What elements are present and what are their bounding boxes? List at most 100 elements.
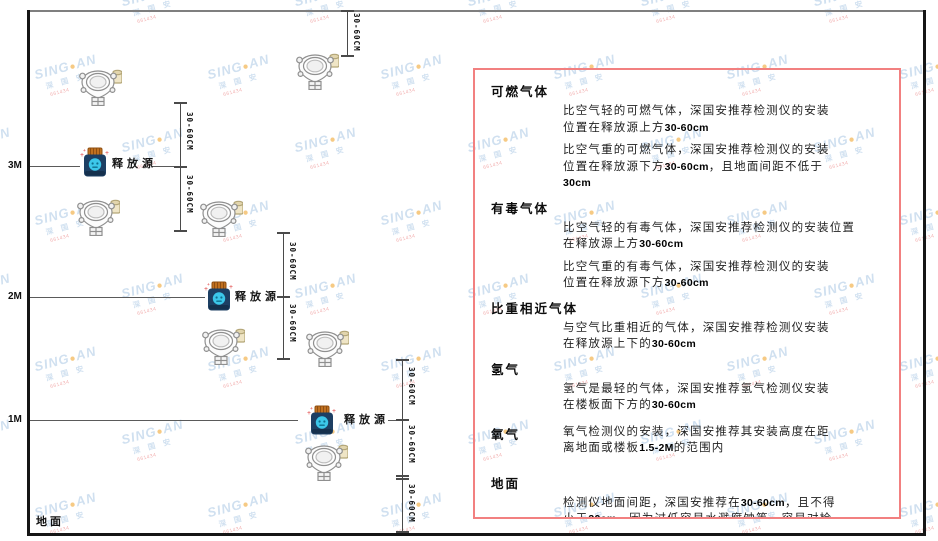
height-label-1m: 1M <box>8 414 22 425</box>
release-source-icon: + + + + <box>307 405 337 437</box>
section-heading: 有毒气体 <box>491 201 550 216</box>
dimension-2m-group: 30-60CM 30-60CM <box>277 232 297 360</box>
dimension-text: 30-60CM <box>185 175 194 214</box>
text-line: 比空气重的有毒气体，深国安推荐检测仪的安装 <box>563 260 830 273</box>
section-heading: 氧气 <box>491 427 521 442</box>
gas-detector-icon <box>303 329 349 367</box>
svg-text:+: + <box>307 409 311 417</box>
text-line: 位置在释放源下方30-60cm，且地面间距不低于 <box>563 160 824 173</box>
connector-line <box>388 420 402 421</box>
ceiling-line <box>27 10 926 12</box>
text-line: 检测仪地面间距，深国安推荐在30-60cm，且不得 <box>563 496 836 509</box>
dimension-3m-group: 30-60CM 30-60CM <box>174 102 194 232</box>
release-source-label: 释放源 <box>112 158 157 170</box>
dimension-text: 30-60CM <box>407 425 416 464</box>
svg-text:+: + <box>80 151 84 159</box>
section-paragraph: 与空气比重相近的气体，深国安推荐检测仪安装 在释放源上下的30-60cm <box>563 320 887 353</box>
installation-guide-panel: 可燃气体 比空气轻的可燃气体，深国安推荐检测仪的安装 位置在释放源上方30-60cm… <box>473 68 901 519</box>
release-source-icon: + + + + <box>204 281 234 313</box>
dimension-text: 30-60CM <box>288 242 297 281</box>
connector-line <box>152 166 180 167</box>
gas-detector-icon <box>302 443 348 481</box>
panel-section: 氧气 氧气检测仪的安装，深国安推荐其安装高度在距 离地面或楼板1.5-2M的范围内 <box>491 424 887 457</box>
right-wall-line <box>923 10 926 536</box>
panel-section: 比重相近气体与空气比重相近的气体，深国安推荐检测仪安装 在释放源上下的30-60c… <box>491 298 887 353</box>
svg-text:+: + <box>310 407 313 412</box>
text-line: 位置在释放源下方30-60cm <box>563 277 709 289</box>
svg-text:+: + <box>105 149 109 157</box>
section-paragraph: 比空气轻的可燃气体，深国安推荐检测仪的安装 位置在释放源上方30-60cm <box>563 103 887 136</box>
text-line: 在释放源上方30-60cm <box>563 238 684 250</box>
svg-text:+: + <box>204 285 208 293</box>
gas-detector-icon <box>293 52 339 90</box>
gas-detector-icon <box>76 68 122 106</box>
text-line: 比空气轻的有毒气体，深国安推荐检测仪的安装位置 <box>563 221 856 234</box>
text-line: 比空气轻的可燃气体，深国安推荐检测仪的安装 <box>563 105 830 117</box>
text-line: 氢气是最轻的气体，深国安推荐氢气检测仪安装 <box>563 382 830 395</box>
height-line-2m <box>30 297 205 298</box>
text-line: 比空气重的可燃气体，深国安推荐检测仪的安装 <box>563 144 830 156</box>
height-label-2m: 2M <box>8 291 22 302</box>
left-wall-line <box>27 10 30 536</box>
section-paragraph: 氢气是最轻的气体，深国安推荐氢气检测仪安装 在楼板面下方的30-60cm <box>563 381 887 414</box>
dimension-text: 30-60CM <box>352 13 361 52</box>
text-line: 小于30cm，因为过低容易水溅腐蚀等，容易对检 <box>563 513 833 519</box>
svg-text:+: + <box>207 283 210 288</box>
dimension-text: 30-60CM <box>288 304 297 343</box>
gas-detector-icon <box>74 198 120 236</box>
gas-detector-icon <box>197 199 243 237</box>
panel-section: 地面检测仪地面间距，深国安推荐在30-60cm，且不得小于30cm，因为过低容易… <box>491 473 887 519</box>
section-paragraph: 比空气重的有毒气体，深国安推荐检测仪的安装 位置在释放源下方30-60cm <box>563 259 887 292</box>
section-paragraph: 比空气轻的有毒气体，深国安推荐检测仪的安装位置 在释放源上方30-60cm <box>563 220 887 253</box>
dimension-text: 30-60CM <box>407 367 416 406</box>
dimension-text: 30-60CM <box>185 112 194 151</box>
text-line: 在楼板面下方的30-60cm <box>563 399 697 411</box>
text-line: 氧气检测仪的安装，深国安推荐其安装高度在距 <box>563 425 830 438</box>
svg-text:+: + <box>83 149 86 154</box>
svg-text:+: + <box>229 283 233 291</box>
panel-section: 有毒气体 比空气轻的有毒气体，深国安推荐检测仪的安装位置 在释放源上方30-60cm… <box>491 198 887 292</box>
gas-detector-icon <box>199 327 245 365</box>
height-line-3m <box>30 166 80 167</box>
svg-text:+: + <box>332 407 336 415</box>
section-heading: 比重相近气体 <box>491 301 579 316</box>
release-source-label: 释放源 <box>235 291 280 303</box>
section-paragraph: 氧气检测仪的安装，深国安推荐其安装高度在距 离地面或楼板1.5-2M的范围内 <box>563 424 887 457</box>
section-paragraph: 比空气重的可燃气体，深国安推荐检测仪的安装 位置在释放源下方30-60cm，且地面… <box>563 142 887 192</box>
section-heading: 氢气 <box>491 362 521 377</box>
ground-label: 地面 <box>36 516 64 528</box>
section-heading: 地面 <box>491 476 521 491</box>
dimension-1m-group: 30-60CM 30-60CM 30-60CM <box>396 359 416 533</box>
release-source-icon: + + + + <box>80 147 110 179</box>
panel-sections: 可燃气体 比空气轻的可燃气体，深国安推荐检测仪的安装 位置在释放源上方30-60cm… <box>491 81 887 519</box>
text-line: 位置在释放源上方30-60cm <box>563 121 709 134</box>
dimension-ceiling: 30-60CM <box>341 10 361 57</box>
text-line: 30cm <box>563 177 592 189</box>
panel-section: 可燃气体 比空气轻的可燃气体，深国安推荐检测仪的安装 位置在释放源上方30-60cm… <box>491 81 887 192</box>
panel-section: 氢气氢气是最轻的气体，深国安推荐氢气检测仪安装 在楼板面下方的30-60cm <box>491 359 887 414</box>
release-source-label: 释放源 <box>344 414 389 426</box>
text-line: 离地面或楼板1.5-2M的范围内 <box>563 442 725 454</box>
text-line: 与空气比重相近的气体，深国安推荐检测仪安装 <box>563 321 830 334</box>
dimension-text: 30-60CM <box>407 484 416 523</box>
section-heading: 可燃气体 <box>491 85 550 99</box>
